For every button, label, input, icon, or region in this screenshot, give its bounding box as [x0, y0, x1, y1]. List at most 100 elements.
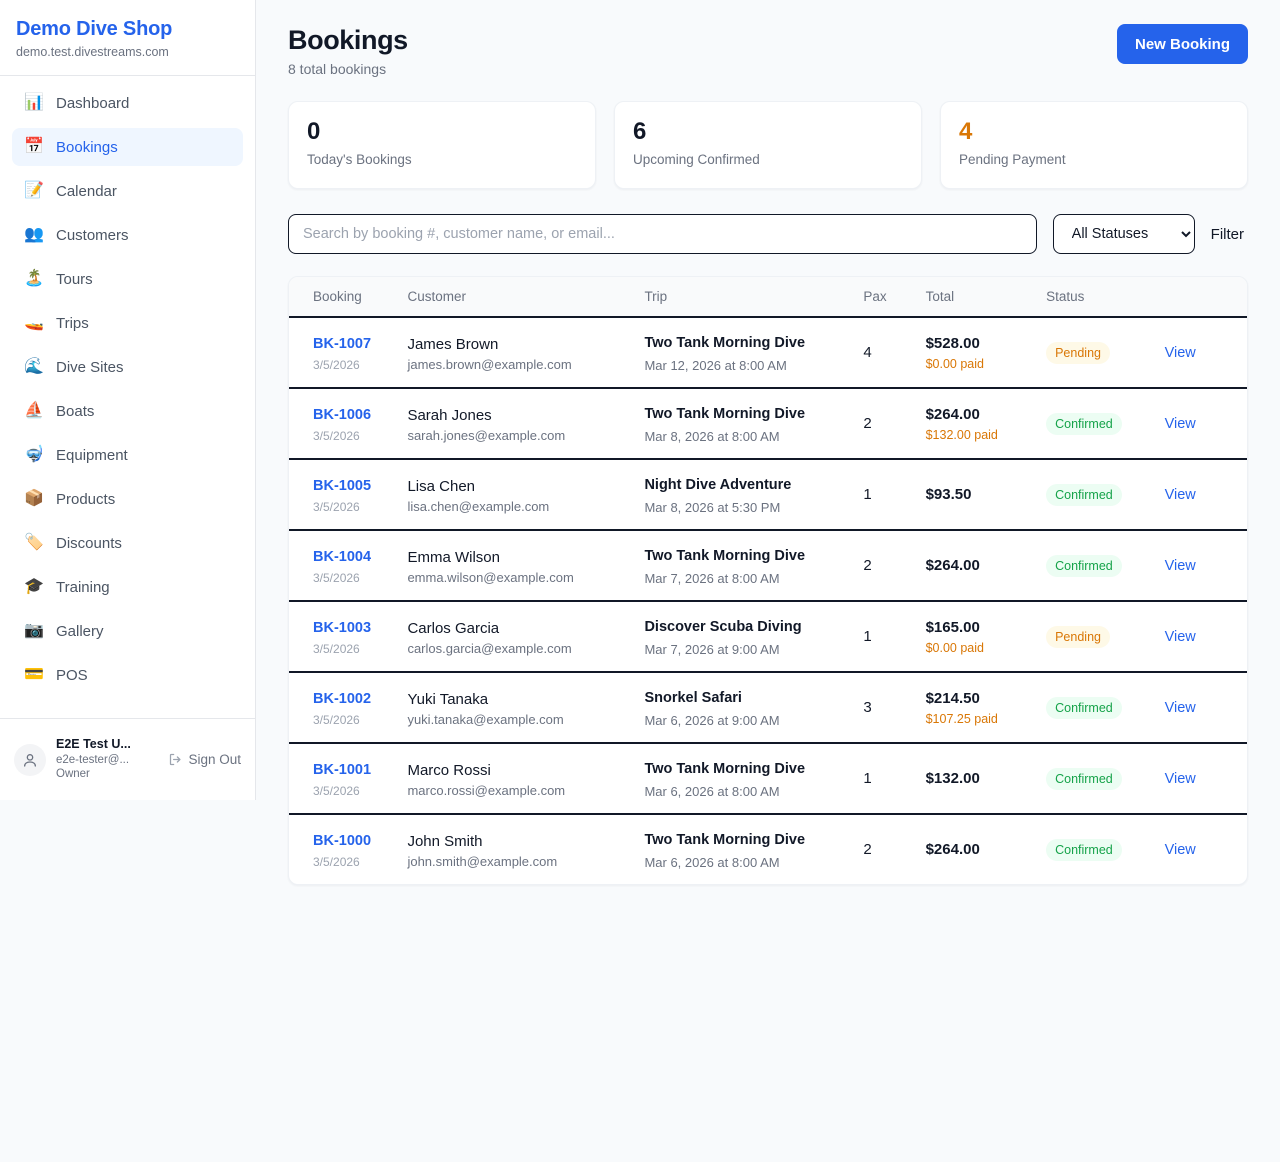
customer-cell: Carlos Garcia carlos.garcia@example.com	[399, 601, 637, 673]
sidebar-item-label: Discounts	[56, 534, 122, 552]
view-link[interactable]: View	[1164, 486, 1196, 503]
booking-id-link[interactable]: BK-1006	[313, 407, 372, 423]
booking-id-link[interactable]: BK-1002	[313, 691, 372, 707]
trip-datetime: Mar 6, 2026 at 8:00 AM	[644, 784, 780, 799]
sidebar-item-trips[interactable]: 🚤 Trips	[12, 304, 243, 342]
trip-datetime: Mar 6, 2026 at 8:00 AM	[644, 855, 780, 870]
status-badge: Confirmed	[1046, 696, 1122, 719]
view-link[interactable]: View	[1164, 841, 1196, 858]
user-meta: E2E Test U... e2e-tester@... Owner	[56, 737, 158, 781]
bookings-table-card: Booking Customer Trip Pax Total Status BK-100…	[288, 276, 1248, 885]
booking-created-date: 3/5/2026	[313, 642, 360, 656]
table-row: BK-1004 3/5/2026 Emma Wilson emma.wilson@ex…	[289, 530, 1247, 602]
booking-created-date: 3/5/2026	[313, 571, 360, 585]
total-amount: $214.50	[925, 690, 980, 707]
customer-name: Marco Rossi	[407, 761, 491, 779]
sidebar-item-pos[interactable]: 💳 POS	[12, 656, 243, 694]
booking-cell: BK-1002 3/5/2026	[289, 672, 400, 744]
booking-created-date: 3/5/2026	[313, 358, 360, 372]
trip-datetime: Mar 6, 2026 at 9:00 AM	[644, 713, 780, 728]
pax-count: 1	[855, 601, 918, 673]
trip-cell: Two Tank Morning Dive Mar 12, 2026 at 8:0…	[636, 317, 856, 389]
view-link[interactable]: View	[1164, 557, 1196, 574]
view-link[interactable]: View	[1164, 628, 1196, 645]
sidebar-item-calendar[interactable]: 📝 Calendar	[12, 172, 243, 210]
sidebar-item-label: Products	[56, 490, 116, 508]
sidebar-item-customers[interactable]: 👥 Customers	[12, 216, 243, 254]
sidebar-item-label: Tours	[56, 270, 93, 288]
new-booking-button[interactable]: New Booking	[1116, 24, 1248, 64]
package-icon: 📦	[24, 490, 44, 507]
view-link[interactable]: View	[1164, 699, 1196, 716]
brand-title: Demo Dive Shop	[16, 18, 173, 40]
sidebar-nav: 📊 Dashboard 📅 Bookings 📝 Calendar 👥 Customers 🏝️…	[0, 76, 255, 718]
booking-id-link[interactable]: BK-1004	[313, 549, 372, 565]
action-cell: View	[1156, 743, 1247, 815]
view-link[interactable]: View	[1164, 344, 1196, 361]
view-link[interactable]: View	[1164, 415, 1196, 432]
sign-out-button[interactable]: Sign Out	[168, 752, 241, 767]
customer-email: marco.rossi@example.com	[407, 782, 566, 798]
amount-paid: $0.00 paid	[925, 357, 984, 371]
user-name: E2E Test U...	[56, 737, 131, 752]
booking-id-link[interactable]: BK-1003	[313, 620, 372, 636]
sidebar-item-label: Dashboard	[56, 94, 130, 112]
status-cell: Pending	[1038, 601, 1157, 673]
booking-id-link[interactable]: BK-1001	[313, 762, 372, 778]
sidebar-item-dive-sites[interactable]: 🌊 Dive Sites	[12, 348, 243, 386]
column-header-pax: Pax	[855, 277, 918, 318]
customer-name: Yuki Tanaka	[407, 690, 489, 708]
status-badge: Confirmed	[1046, 838, 1122, 861]
total-cell: $264.00	[918, 814, 1039, 884]
sidebar-item-training[interactable]: 🎓 Training	[12, 568, 243, 606]
table-row: BK-1006 3/5/2026 Sarah Jones sarah.jones@ex…	[289, 388, 1247, 460]
sidebar-item-bookings[interactable]: 📅 Bookings	[12, 128, 243, 166]
trip-datetime: Mar 12, 2026 at 8:00 AM	[644, 358, 787, 373]
sidebar-item-dashboard[interactable]: 📊 Dashboard	[12, 84, 243, 122]
sidebar-item-tours[interactable]: 🏝️ Tours	[12, 260, 243, 298]
total-amount: $264.00	[925, 841, 980, 858]
page-subtitle: 8 total bookings	[288, 61, 387, 77]
camera-icon: 📷	[24, 622, 44, 639]
search-input[interactable]	[288, 214, 1037, 254]
sidebar-item-gallery[interactable]: 📷 Gallery	[12, 612, 243, 650]
trip-datetime: Mar 8, 2026 at 5:30 PM	[644, 500, 781, 515]
total-amount: $264.00	[925, 557, 980, 574]
total-amount: $165.00	[925, 619, 980, 636]
customer-cell: Yuki Tanaka yuki.tanaka@example.com	[399, 672, 637, 744]
filter-button[interactable]: Filter	[1210, 225, 1244, 243]
customer-email: sarah.jones@example.com	[407, 427, 566, 443]
booking-cell: BK-1007 3/5/2026	[289, 317, 400, 389]
trip-cell: Night Dive Adventure Mar 8, 2026 at 5:30 …	[636, 459, 856, 531]
calendar-date-icon: 📅	[24, 138, 44, 155]
booking-id-link[interactable]: BK-1005	[313, 478, 372, 494]
page-header: Bookings 8 total bookings New Booking	[288, 24, 1248, 77]
user-role: Owner	[56, 768, 90, 781]
action-cell: View	[1156, 672, 1247, 744]
trip-name: Two Tank Morning Dive	[644, 335, 806, 351]
sidebar-item-products[interactable]: 📦 Products	[12, 480, 243, 518]
status-badge: Pending	[1046, 625, 1110, 648]
customer-email: yuki.tanaka@example.com	[407, 711, 564, 727]
booking-created-date: 3/5/2026	[313, 429, 360, 443]
booking-id-link[interactable]: BK-1007	[313, 336, 372, 352]
trip-datetime: Mar 7, 2026 at 9:00 AM	[644, 642, 780, 657]
status-filter-select[interactable]: All Statuses	[1052, 214, 1195, 254]
trip-cell: Two Tank Morning Dive Mar 7, 2026 at 8:00…	[636, 530, 856, 602]
customer-cell: John Smith john.smith@example.com	[399, 814, 636, 884]
avatar	[14, 743, 46, 776]
total-cell: $528.00 $0.00 paid	[917, 317, 1039, 389]
speedboat-icon: 🚤	[24, 314, 44, 331]
sidebar-item-label: Gallery	[56, 622, 104, 640]
column-header-trip: Trip	[636, 277, 856, 318]
table-header-row: Booking Customer Trip Pax Total Status	[289, 277, 1247, 318]
sidebar-item-boats[interactable]: ⛵ Boats	[12, 392, 243, 430]
trip-name: Snorkel Safari	[644, 690, 742, 706]
table-row: BK-1001 3/5/2026 Marco Rossi marco.rossi@ex…	[289, 743, 1247, 815]
sidebar-item-discounts[interactable]: 🏷️ Discounts	[12, 524, 243, 562]
booking-id-link[interactable]: BK-1000	[313, 833, 372, 849]
total-cell: $165.00 $0.00 paid	[917, 601, 1039, 673]
logout-icon	[170, 753, 181, 766]
sidebar-item-equipment[interactable]: 🤿 Equipment	[12, 436, 243, 474]
view-link[interactable]: View	[1164, 770, 1196, 787]
